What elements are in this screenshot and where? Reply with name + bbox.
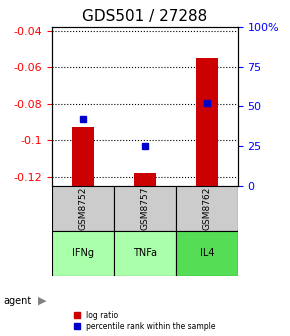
Text: GSM8752: GSM8752 <box>79 187 88 230</box>
FancyBboxPatch shape <box>114 231 176 276</box>
FancyBboxPatch shape <box>114 186 176 231</box>
Text: TNFa: TNFa <box>133 248 157 258</box>
FancyBboxPatch shape <box>176 186 238 231</box>
FancyBboxPatch shape <box>52 186 114 231</box>
Text: agent: agent <box>3 296 31 306</box>
Text: IL4: IL4 <box>200 248 214 258</box>
Title: GDS501 / 27288: GDS501 / 27288 <box>82 9 208 24</box>
FancyBboxPatch shape <box>176 231 238 276</box>
Text: GSM8762: GSM8762 <box>202 187 211 230</box>
Text: GSM8757: GSM8757 <box>140 186 150 230</box>
Bar <box>196 58 218 186</box>
Legend: log ratio, percentile rank within the sample: log ratio, percentile rank within the sa… <box>74 311 216 331</box>
Text: ▶: ▶ <box>38 296 46 306</box>
Bar <box>72 127 94 186</box>
Text: IFNg: IFNg <box>72 248 94 258</box>
FancyBboxPatch shape <box>52 231 114 276</box>
Bar <box>134 173 156 186</box>
